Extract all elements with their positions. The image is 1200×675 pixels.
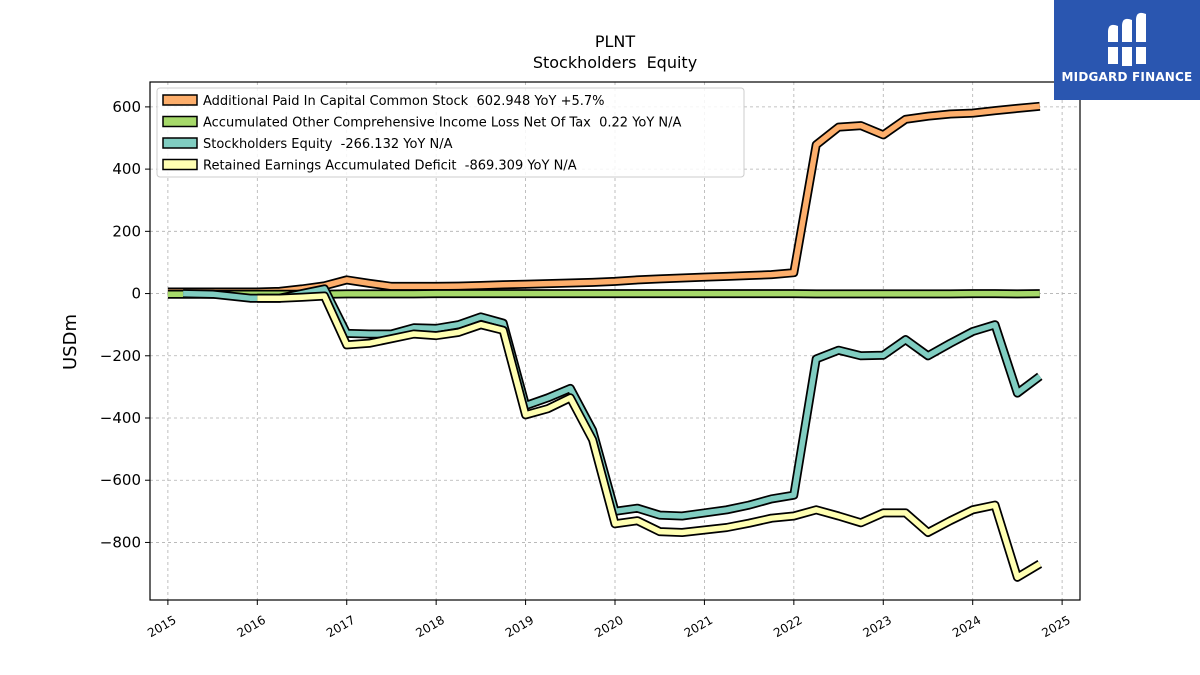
legend-box bbox=[156, 87, 745, 178]
series-line bbox=[257, 293, 1042, 581]
x-tick-label: 2015 bbox=[145, 613, 178, 640]
legend-entry: Stockholders Equity -266.132 YoY N/A bbox=[203, 137, 453, 152]
x-tick-label: 2018 bbox=[413, 613, 446, 640]
x-tick-label: 2024 bbox=[950, 613, 983, 640]
x-tick-label: 2023 bbox=[861, 613, 894, 640]
brand-mark-icon bbox=[1106, 12, 1150, 66]
legend-entry: Accumulated Other Comprehensive Income L… bbox=[203, 116, 682, 131]
legend-swatch bbox=[162, 158, 198, 171]
x-tick-label: 2016 bbox=[235, 613, 268, 640]
legend-swatch bbox=[162, 137, 198, 149]
legend-entry: Retained Earnings Accumulated Deficit -8… bbox=[203, 159, 577, 174]
legend-swatch bbox=[162, 94, 198, 106]
y-tick-label: 400 bbox=[112, 160, 141, 178]
x-tick-label: 2020 bbox=[592, 613, 625, 640]
series-line-outline bbox=[183, 284, 1043, 521]
brand-logo: MIDGARD FINANCE bbox=[1054, 0, 1200, 100]
y-tick-label: −200 bbox=[100, 347, 141, 365]
y-tick-label: −600 bbox=[100, 471, 141, 489]
y-tick-label: 0 bbox=[131, 285, 141, 303]
y-axis-label: USDm bbox=[60, 314, 81, 370]
y-tick-label: 600 bbox=[112, 98, 141, 116]
brand-name: MIDGARD FINANCE bbox=[1061, 70, 1193, 84]
x-tick-label: 2022 bbox=[771, 613, 804, 640]
y-tick-label: −400 bbox=[100, 409, 141, 427]
x-tick-label: 2019 bbox=[503, 613, 536, 640]
series-4 bbox=[257, 291, 1043, 582]
legend-entry: Additional Paid In Capital Common Stock … bbox=[203, 94, 605, 109]
x-tick-label: 2021 bbox=[682, 613, 715, 640]
y-tick-label: −800 bbox=[100, 533, 141, 551]
x-tick-label: 2017 bbox=[324, 613, 357, 640]
x-tick-label: 2025 bbox=[1039, 613, 1072, 640]
series-line bbox=[183, 286, 1042, 519]
chart-title: PLNT bbox=[595, 32, 636, 51]
series-3 bbox=[183, 284, 1043, 521]
legend-swatch bbox=[162, 115, 198, 128]
chart-subtitle: Stockholders Equity bbox=[533, 53, 697, 72]
series-line-outline bbox=[257, 291, 1043, 582]
legend: Additional Paid In Capital Common Stock … bbox=[156, 87, 745, 178]
y-tick-label: 200 bbox=[112, 222, 141, 240]
